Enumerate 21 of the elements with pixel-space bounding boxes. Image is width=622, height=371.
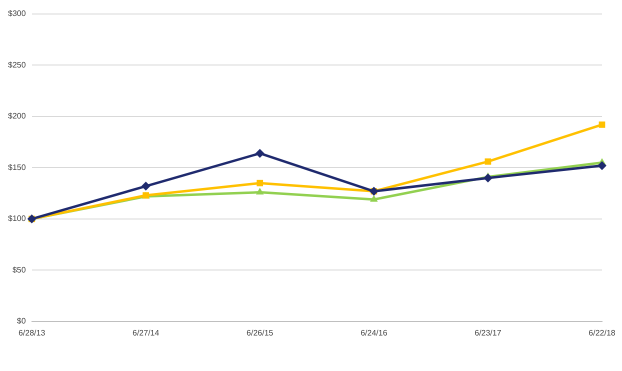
point (256, 180, 264, 186)
x-tick-label: 6/28/13 (18, 328, 46, 338)
point (370, 194, 378, 202)
y-tick-label: $50 (12, 265, 26, 274)
x-tick-label: 6/24/16 (360, 328, 388, 338)
point (483, 173, 492, 182)
y-tick-label: $300 (8, 9, 26, 18)
x-tick-label: 6/26/15 (246, 328, 274, 338)
y-tick-label: $200 (8, 112, 26, 121)
x-tick-label: 6/22/18 (588, 328, 616, 338)
point (256, 188, 264, 195)
x-tick-label: 6/23/17 (474, 328, 502, 338)
y-tick-label: $0 (16, 316, 26, 326)
point (598, 121, 606, 128)
point (141, 182, 150, 191)
point (255, 148, 264, 158)
y-tick-label: $150 (8, 162, 26, 172)
y-tick-label: $250 (8, 60, 26, 70)
point (598, 161, 606, 170)
x-tick-label: 6/27/14 (132, 328, 160, 338)
y-tick-label: $100 (8, 214, 26, 224)
